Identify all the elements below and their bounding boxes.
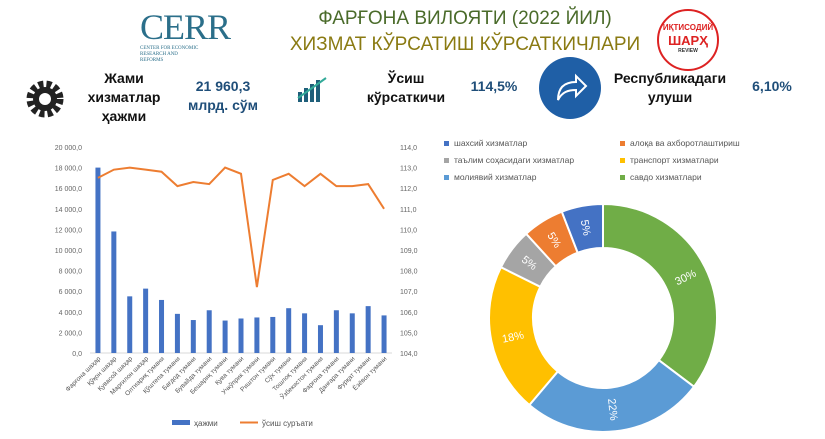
kpi-total-value: 21 960,3 млрд. сўм (187, 78, 259, 113)
y-left-tick-label: 0,0 (72, 351, 82, 358)
legend-swatch (444, 175, 449, 180)
bar (95, 167, 101, 353)
donut-data-label: 22% (605, 398, 619, 421)
y-left-tick-label: 8 000,0 (59, 269, 82, 276)
bar (222, 320, 228, 353)
legend-label: алоқа ва ахборотлаштириш (630, 138, 740, 148)
y-right-tick-label: 111,0 (400, 207, 417, 214)
bar (174, 313, 180, 353)
logo-line3: REVIEW (678, 48, 698, 54)
bar (143, 288, 149, 353)
y-left-tick-label: 12 000,0 (55, 227, 82, 234)
bar (365, 306, 371, 353)
bar (190, 320, 196, 353)
y-left-tick-label: 10 000,0 (55, 248, 82, 255)
legend-label: таълим соҳасидаги хизматлар (454, 155, 574, 165)
bar (302, 313, 308, 353)
y-left-tick-label: 18 000,0 (55, 166, 82, 173)
kpi-total-label: Жами хизматлар ҳажми (87, 70, 161, 124)
legend-label: шахсий хизматлар (454, 138, 527, 148)
kpi-share-label: Республикадаги улуши (613, 70, 727, 105)
donut-slice (560, 202, 604, 255)
bar (127, 296, 133, 353)
cerr-logo-subtitle: CENTER FOR ECONOMIC RESEARCH AND REFORMS (140, 46, 199, 63)
bar (333, 310, 339, 353)
kpi-growth-label: Ўсиш кўрсаткичи (366, 70, 446, 105)
share-arrow-icon (539, 57, 601, 119)
bar (159, 299, 165, 353)
y-right-tick-label: 110,0 (400, 227, 417, 234)
y-right-tick-label: 114,0 (400, 145, 417, 152)
bar (317, 325, 323, 353)
cerr-logo: CERR CENTER FOR ECONOMIC RESEARCH AND RE… (140, 7, 250, 63)
y-right-tick-label: 107,0 (400, 289, 418, 296)
legend-label: молиявий хизматлар (454, 172, 537, 182)
y-right-tick-label: 106,0 (400, 310, 418, 317)
y-left-tick-label: 2 000,0 (59, 330, 82, 337)
kpi-share-value: 6,10% (752, 78, 792, 94)
y-right-tick-label: 113,0 (400, 166, 417, 173)
logo-line1: ИҚТИСОДИЙ (662, 23, 714, 32)
y-right-tick-label: 109,0 (400, 248, 418, 255)
legend-swatch (620, 141, 625, 146)
donut-chart: шахсий хизматлар алоқа ва ахборотлаштириш… (444, 138, 740, 433)
y-left-tick-label: 14 000,0 (55, 207, 82, 214)
bar (349, 313, 355, 353)
bar (381, 315, 387, 353)
legend-swatch (620, 175, 625, 180)
legend-swatch (620, 158, 625, 163)
legend-label-bars: ҳажми (194, 419, 218, 428)
donut-slice (602, 202, 718, 389)
legend-swatch (444, 141, 449, 146)
bar (270, 316, 276, 353)
bar (286, 308, 292, 353)
page-title-line2: ХИЗМАТ КЎРСАТИШ КЎРСАТКИЧЛАРИ (289, 34, 641, 55)
logo-line2: ШАРҲ (668, 33, 708, 48)
iqtisodiy-sharh-logo: ИҚТИСОДИЙ ШАРҲ REVIEW (657, 9, 719, 71)
legend-swatch-bars (172, 420, 190, 425)
y-left-tick-label: 16 000,0 (55, 186, 82, 193)
legend-swatch (444, 158, 449, 163)
donut-data-label: 5% (578, 219, 593, 237)
y-left-tick-label: 6 000,0 (59, 289, 82, 296)
bar (254, 317, 260, 353)
y-left-tick-label: 4 000,0 (59, 310, 82, 317)
bar (111, 231, 117, 353)
kpi-growth-value: 114,5% (470, 78, 518, 94)
legend-label: савдо хизматлари (630, 172, 702, 182)
legend-label-line: ўсиш суръати (262, 419, 313, 428)
bar (238, 318, 244, 353)
donut-data-label: 18% (501, 329, 525, 345)
y-right-tick-label: 108,0 (400, 269, 418, 276)
gear-icon (26, 80, 64, 118)
y-left-tick-label: 20 000,0 (55, 145, 82, 152)
y-right-tick-label: 104,0 (400, 351, 418, 358)
growth-chart-icon (297, 77, 327, 102)
y-right-tick-label: 112,0 (400, 186, 417, 193)
page-title-line1: ФАРҒОНА ВИЛОЯТИ (2022 ЙИЛ) (318, 8, 612, 29)
bar (206, 310, 212, 353)
cerr-logo-text: CERR (140, 7, 231, 47)
bar-line-chart: 0,0 2 000,0 4 000,0 6 000,0 8 000,0 10 000,0 1… (55, 145, 418, 428)
growth-line (97, 166, 385, 288)
y-right-tick-label: 105,0 (400, 330, 418, 337)
legend-label: транспорт хизматлари (630, 155, 719, 165)
